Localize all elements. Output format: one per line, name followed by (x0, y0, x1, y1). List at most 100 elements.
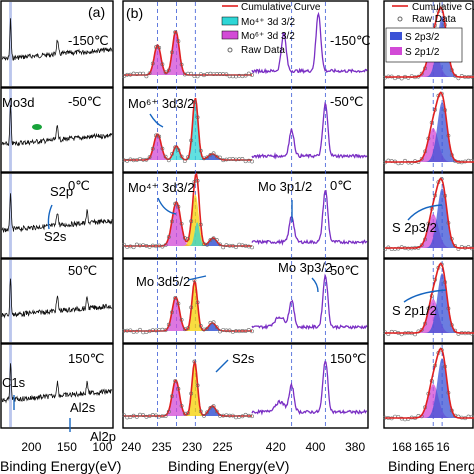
x-tick-label: 235 (152, 440, 172, 454)
fitted-component (124, 362, 252, 416)
raw-data-point (214, 325, 219, 330)
raw-data-point (170, 394, 174, 399)
x-tick-label: 200 (21, 440, 41, 454)
raw-data-point (240, 414, 245, 419)
raw-data-point (195, 115, 200, 120)
raw-data-point (160, 244, 165, 249)
raw-data-point (173, 296, 178, 300)
legend-swatch (390, 32, 402, 40)
panel-frame (383, 172, 474, 259)
raw-data-point (128, 328, 133, 333)
annotation-mo3p12: Mo 3p1/2 (258, 179, 312, 194)
raw-data-point (205, 155, 210, 160)
raw-data-point (208, 153, 213, 157)
legend-swatch (397, 16, 403, 22)
raw-data-point (170, 50, 174, 55)
raw-data-point (250, 245, 254, 250)
legend-entry: Mo⁶⁺ 3d 3/2 (241, 31, 295, 42)
mo3p-spectrum-line (251, 189, 368, 246)
raw-data-point (189, 219, 194, 224)
raw-data-point (166, 322, 171, 327)
panel-frame (383, 87, 474, 173)
raw-data-point (147, 71, 152, 76)
x-axis-label: Binding Energy(eV) (168, 458, 289, 474)
raw-data-point (134, 329, 139, 334)
cumulative-curve (124, 360, 252, 417)
temperature-label: 0℃ (68, 178, 90, 193)
raw-data-point (157, 134, 162, 139)
survey-spectrum-line (1, 363, 113, 404)
raw-data-point (230, 243, 235, 248)
panel-frame (122, 343, 369, 429)
raw-data-point (189, 138, 194, 143)
panel-frame (122, 258, 369, 344)
raw-data-point (246, 71, 251, 76)
raw-data-point (186, 326, 190, 331)
raw-data-point (122, 242, 126, 247)
raw-data-point (218, 242, 222, 247)
raw-data-point (240, 156, 245, 161)
arrow (157, 197, 177, 215)
raw-data-point (205, 326, 210, 331)
raw-data-point (154, 413, 158, 418)
mo3d-highlight-band (9, 174, 12, 257)
raw-data-point (198, 323, 203, 328)
legend-entry: Cumulative Curve (241, 2, 321, 13)
raw-data-point (198, 409, 203, 414)
panel-frame (122, 172, 369, 259)
x-tick-label: 16 (436, 440, 450, 454)
raw-data-point (202, 73, 206, 78)
temperature-label: -150℃ (68, 33, 109, 48)
legend-entry: Mo⁴⁺ 3d 3/2 (241, 17, 295, 28)
mo3d-highlight-band (9, 260, 12, 342)
raw-data-point (211, 236, 216, 241)
raw-data-point (218, 329, 222, 334)
legend-entry: S 2p1/2 (405, 47, 440, 58)
raw-data-point (179, 62, 184, 67)
mo3d-highlight-band (9, 345, 12, 427)
survey-spectrum-line (1, 193, 113, 233)
raw-data-point (170, 310, 174, 315)
raw-data-point (179, 221, 184, 226)
raw-data-point (186, 411, 190, 416)
raw-data-point (170, 152, 174, 156)
raw-data-point (160, 62, 165, 67)
annotation-s2p: S2p (50, 184, 73, 199)
raw-data-point (154, 133, 158, 138)
annotation-mo3d: Mo3d (2, 95, 35, 110)
raw-data-point (134, 415, 139, 419)
annotation-mo4-3d32: Mo⁴⁺ 3d3/2 (128, 180, 195, 195)
raw-data-point (170, 219, 174, 224)
legend-entry: S 2p3/2 (405, 32, 440, 43)
raw-data-point (453, 243, 457, 248)
raw-data-point (160, 146, 165, 151)
panel-frame (383, 0, 474, 88)
legend-entry: Raw Data (412, 14, 456, 25)
annotation-s2s: S2s (232, 351, 255, 366)
arrow (403, 289, 447, 303)
x-axis-label: Binding Energy(eV) (388, 458, 474, 474)
annotation-mo6-3d32: Mo⁶⁺ 3d3/2 (128, 96, 194, 111)
raw-data-point (211, 404, 216, 409)
raw-data-point (202, 414, 206, 418)
raw-data-point (173, 379, 178, 383)
annotation-s2s: S2s (44, 229, 67, 244)
annotation-al2s: Al2s (70, 400, 96, 415)
raw-data-point (227, 328, 232, 333)
raw-data-point (195, 300, 200, 305)
raw-data-point (144, 74, 149, 79)
arrow (407, 204, 443, 221)
raw-data-point (189, 71, 194, 76)
raw-data-point (243, 412, 248, 417)
panel-frame (383, 343, 474, 429)
raw-data-point (179, 317, 184, 322)
raw-data-point (163, 243, 168, 248)
arrow (215, 359, 229, 373)
temperature-label: 0℃ (330, 178, 352, 193)
x-tick-label: 420 (266, 440, 286, 454)
fitted-component (385, 128, 474, 162)
panel-frame (0, 258, 114, 344)
raw-data-point (195, 178, 200, 183)
